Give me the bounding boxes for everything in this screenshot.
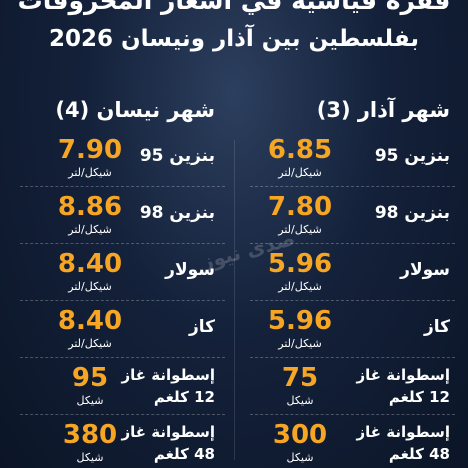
price-unit: شيكل (76, 451, 104, 464)
row-separator (250, 300, 455, 301)
fuel-label: بنزين 98 (374, 203, 450, 223)
fuel-label: سولار (400, 260, 450, 280)
price-unit: شيكل/لتر (278, 280, 322, 293)
row-separator (20, 414, 225, 415)
fuel-sublabel: 12 كلغم (153, 388, 215, 406)
price-value: 8.40 (57, 306, 123, 336)
fuel-label: سولار (165, 260, 215, 280)
row-separator (20, 186, 225, 187)
fuel-sublabel: 48 كلغم (153, 445, 215, 463)
fuel-label: كاز (188, 317, 215, 337)
fuel-label: بنزين 95 (139, 146, 215, 166)
fuel-sublabel: 48 كلغم (388, 445, 450, 463)
column-heading: شهر نيسان (4) (55, 98, 215, 122)
subtitle: بفلسطين بين آذار ونيسان 2026 (48, 26, 420, 52)
row-separator (250, 186, 455, 187)
price-value: 7.90 (57, 135, 123, 165)
price-unit: شيكل/لتر (278, 223, 322, 236)
price-unit: شيكل/لتر (68, 223, 112, 236)
row-separator (250, 357, 455, 358)
fuel-label: إسطوانة غاز (356, 366, 450, 384)
title: قفزة قياسية في أسعار المحروقات (17, 0, 451, 15)
row-separator (20, 300, 225, 301)
price-unit: شيكل (286, 394, 314, 407)
price-unit: شيكل/لتر (278, 337, 322, 350)
price-unit: شيكل/لتر (278, 166, 322, 179)
row-separator (20, 357, 225, 358)
price-unit: شيكل (76, 394, 104, 407)
fuel-label: إسطوانة غاز (356, 423, 450, 441)
fuel-label: إسطوانة غاز (121, 366, 215, 384)
row-separator (250, 243, 455, 244)
price-value: 8.40 (57, 249, 123, 279)
price-unit: شيكل (286, 451, 314, 464)
fuel-label: كاز (423, 317, 450, 337)
fuel-label: بنزين 98 (139, 203, 215, 223)
price-value: 7.80 (267, 192, 333, 222)
fuel-label: بنزين 95 (374, 146, 450, 166)
price-value: 6.85 (267, 135, 333, 165)
row-separator (20, 243, 225, 244)
fuel-sublabel: 12 كلغم (388, 388, 450, 406)
price-value: 5.96 (267, 249, 333, 279)
divider (234, 140, 235, 460)
price-unit: شيكل/لتر (68, 166, 112, 179)
row-separator (250, 414, 455, 415)
price-value: 5.96 (267, 306, 333, 336)
price-value: 300 (272, 420, 328, 450)
fuel-label: إسطوانة غاز (121, 423, 215, 441)
price-value: 75 (281, 363, 319, 393)
column-heading: شهر آذار (3) (316, 98, 450, 122)
price-value: 380 (62, 420, 118, 450)
price-unit: شيكل/لتر (68, 337, 112, 350)
price-unit: شيكل/لتر (68, 280, 112, 293)
price-value: 95 (71, 363, 109, 393)
price-value: 8.86 (57, 192, 123, 222)
